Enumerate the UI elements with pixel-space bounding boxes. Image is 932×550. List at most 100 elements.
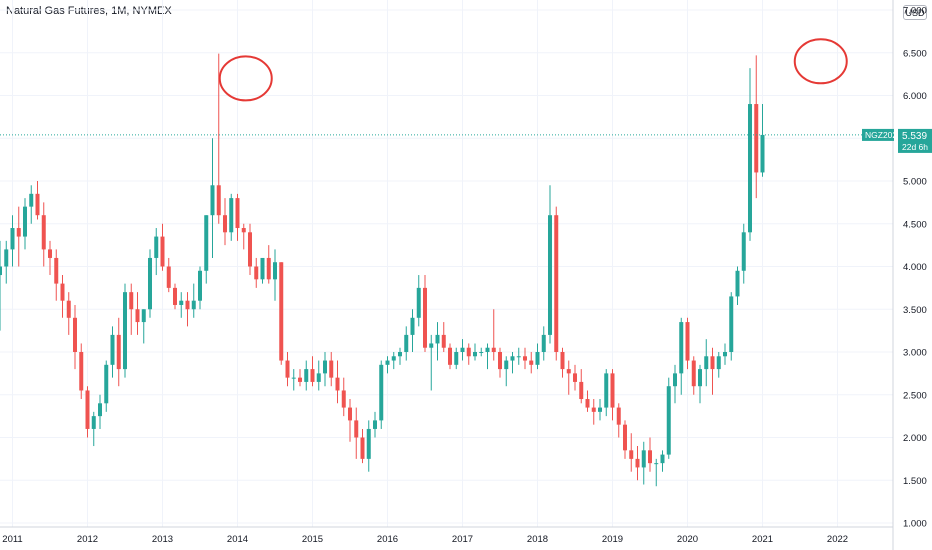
last-price-badge-bg: [898, 128, 932, 153]
x-tick-label: 2016: [377, 534, 398, 545]
candle-body: [379, 364, 384, 421]
candle-body: [410, 317, 415, 335]
candle-body: [104, 364, 109, 404]
candle-body: [123, 292, 127, 370]
y-tick-label: 4.500: [903, 219, 927, 230]
candle-body: [610, 373, 615, 408]
candle-body: [398, 352, 402, 357]
candle-body: [29, 193, 34, 207]
candle-body: [354, 420, 359, 438]
candle-body: [585, 399, 590, 408]
candle-body: [129, 292, 134, 310]
candle-body: [760, 134, 765, 173]
candle-body: [654, 463, 659, 465]
candle-body: [35, 193, 40, 216]
candle-body: [185, 300, 190, 310]
currency-badge[interactable]: USD: [903, 5, 927, 20]
x-tick-label: 2014: [227, 534, 248, 545]
x-tick-label: 2018: [527, 534, 548, 545]
candle-body: [635, 458, 640, 468]
y-tick-label: 3.500: [903, 305, 927, 316]
candle-body: [748, 104, 752, 233]
candle-body: [560, 352, 565, 370]
candle-body: [485, 347, 490, 352]
candle-body: [229, 198, 234, 233]
candle-body: [735, 270, 740, 297]
annotation-circle: [793, 38, 848, 85]
candle-body: [616, 407, 621, 425]
candle-body: [160, 236, 165, 267]
annotation-circle: [218, 55, 273, 102]
candle-body: [298, 377, 302, 382]
candle-body: [4, 249, 9, 267]
x-tick-label: 2021: [752, 534, 773, 545]
candle-body: [404, 334, 409, 352]
candle-body: [454, 352, 459, 365]
candle-body: [191, 300, 196, 310]
candle-body: [79, 352, 84, 391]
candle-body: [348, 407, 352, 421]
candle-body: [273, 262, 277, 280]
y-tick-label: 2.500: [903, 390, 927, 401]
candle-body: [60, 283, 65, 301]
candle-body: [54, 257, 59, 284]
candle-body: [141, 309, 146, 323]
candle-body: [504, 360, 509, 370]
candles: [0, 53, 765, 487]
candle-body: [548, 215, 552, 335]
candle-body: [498, 352, 502, 370]
candle-body: [254, 266, 259, 280]
candle-body: [741, 232, 746, 271]
candle-body: [573, 373, 577, 382]
candle-body: [235, 198, 240, 229]
candle-body: [223, 215, 227, 233]
candle-body: [285, 360, 290, 378]
candle-body: [554, 215, 559, 352]
y-tick-label: 1.000: [903, 519, 927, 530]
candle-body: [23, 206, 27, 237]
candle-body: [329, 360, 334, 378]
candle-body: [335, 377, 340, 391]
x-tick-label: 2020: [677, 534, 698, 545]
candle-body: [510, 356, 515, 361]
annotations: [218, 38, 848, 102]
candle-body: [516, 356, 521, 358]
candle-body: [416, 287, 421, 318]
candle-body: [429, 343, 434, 348]
x-tick-label: 2015: [302, 534, 323, 545]
symbol-label-bg: [862, 128, 894, 141]
candle-body: [41, 215, 46, 250]
candle-body: [435, 334, 440, 344]
candle-body: [98, 403, 102, 417]
candle-body: [391, 356, 396, 361]
symbol-label: NGZ2021: [865, 130, 902, 140]
last-price-value: 5.539: [902, 131, 927, 142]
x-tick-label: 2017: [452, 534, 473, 545]
y-tick-label: 6.000: [903, 91, 927, 102]
candle-body: [479, 352, 484, 353]
candle-body: [48, 249, 52, 258]
candle-body: [473, 352, 477, 357]
candle-body: [323, 360, 327, 374]
x-tick-label: 2019: [602, 534, 623, 545]
candle-body: [666, 386, 671, 455]
y-tick-label: 4.000: [903, 262, 927, 273]
y-tick-label: 1.500: [903, 476, 927, 487]
candle-body: [723, 352, 727, 357]
candle-body: [566, 369, 571, 374]
candle-body: [604, 373, 609, 408]
candle-body: [310, 369, 315, 382]
candle-body: [729, 296, 734, 352]
x-tick-label: 2022: [827, 534, 848, 545]
candle-body: [373, 420, 377, 429]
candle-body: [623, 424, 627, 451]
x-tick-label: 2013: [152, 534, 173, 545]
candle-body: [629, 450, 634, 459]
candle-body: [710, 356, 715, 370]
candle-body: [279, 262, 284, 361]
candle-body: [598, 407, 602, 412]
candle-body: [16, 228, 21, 237]
